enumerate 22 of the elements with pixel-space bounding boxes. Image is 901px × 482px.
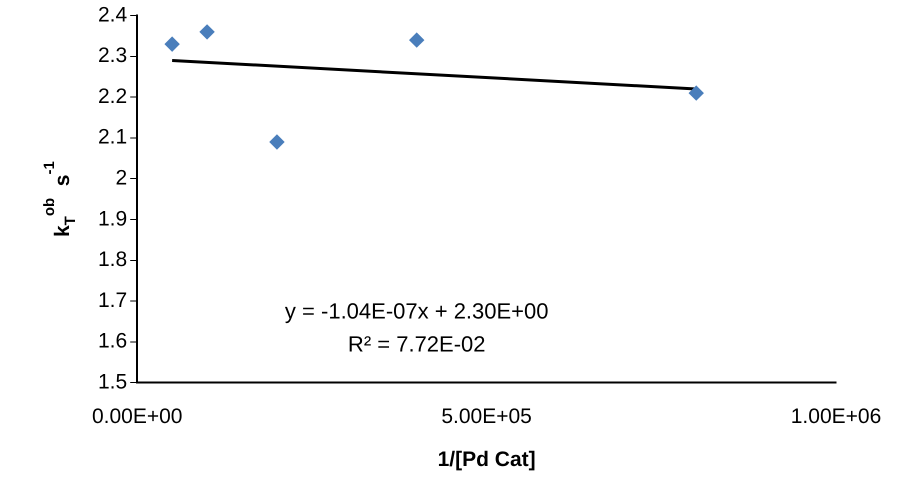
point (269, 134, 284, 150)
y-axis-title: kTob s-1 (41, 161, 80, 238)
y-tick-label: 1.5 (98, 370, 128, 394)
annotation: R² = 7.72E-02 (348, 332, 486, 357)
point (409, 32, 424, 48)
y-tick-label: 2.1 (98, 126, 128, 149)
y-tick-label: 1.7 (98, 288, 128, 312)
x-axis-title: 1/[Pd Cat] (438, 448, 536, 472)
y-tick-label: 1.8 (98, 248, 128, 272)
annotation: y = -1.04E-07x + 2.30E+00 (284, 298, 549, 324)
y-tick-label: 1.6 (98, 330, 128, 353)
y-tick-label: 2 (116, 166, 128, 190)
point (200, 24, 215, 40)
x-tick-label: 0.00E+00 (92, 404, 182, 428)
y-tick-label: 2.4 (98, 3, 128, 26)
y-tick-label: 2.2 (98, 84, 128, 108)
point (688, 86, 704, 101)
y-tick-label: 1.9 (98, 207, 128, 230)
x-tick-label: 1.00E+06 (790, 404, 882, 428)
point (164, 36, 180, 52)
x-tick-label: 5.00E+05 (441, 404, 532, 428)
y-tick-label: 2.3 (98, 44, 128, 68)
